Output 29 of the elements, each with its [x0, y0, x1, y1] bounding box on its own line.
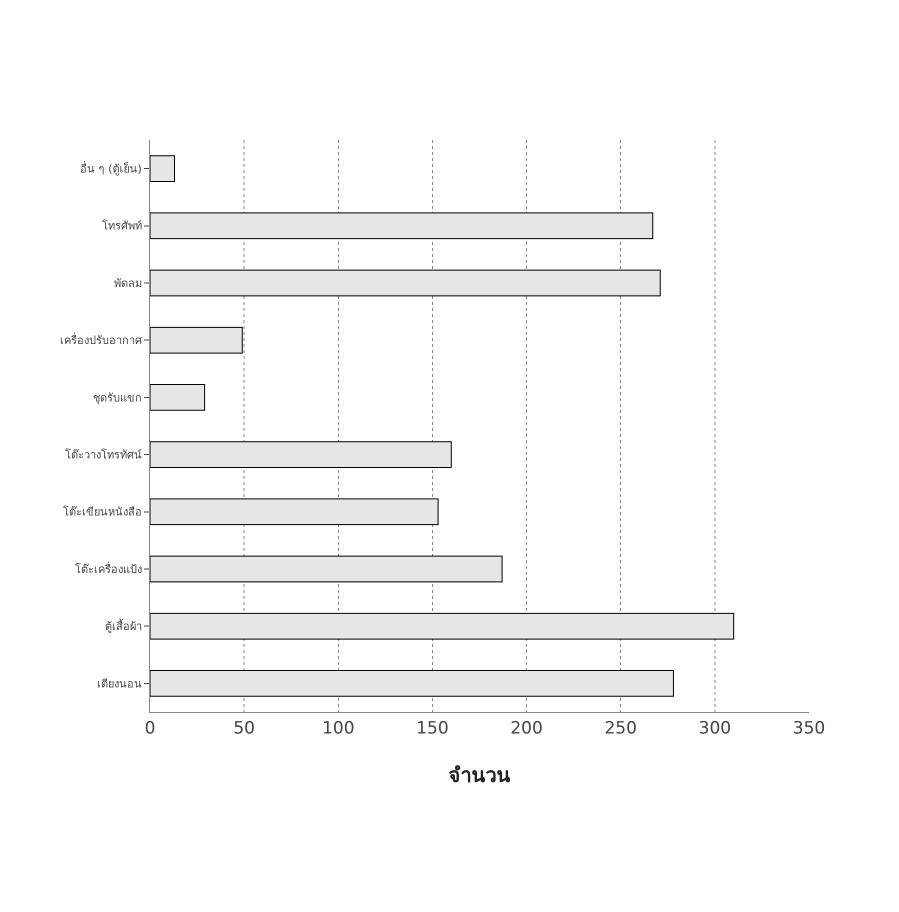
- x-tick-label: 150: [416, 718, 449, 738]
- bar: [150, 612, 734, 640]
- y-tick-label: เครื่องปรับอากาศ: [60, 332, 142, 348]
- y-tick-label: โต๊ะวางโทรทัศน์: [64, 447, 142, 462]
- x-tick-label: 0: [144, 718, 156, 738]
- bar: [150, 498, 439, 526]
- y-tick-label: โต๊ะเครื่องแป้ง: [74, 560, 142, 576]
- bar: [150, 326, 243, 354]
- y-tick-label: โทรศัพท์: [102, 218, 142, 233]
- y-tick-label: อื่น ๆ (ตู้เย็น): [80, 160, 142, 176]
- x-axis-title: จำนวน: [448, 762, 510, 787]
- bar: [150, 155, 175, 182]
- y-tick-label: โต๊ะเขียนหนังสือ: [62, 504, 142, 519]
- bar: [150, 441, 452, 468]
- bar: [150, 670, 674, 697]
- y-tick-label: พัดลม: [114, 276, 142, 290]
- x-tick-label: 300: [698, 718, 732, 738]
- bar: [150, 212, 654, 240]
- y-tick-label: ชุดรับแขก: [92, 391, 142, 404]
- x-tick-label: 100: [322, 718, 355, 738]
- x-tick-label: 350: [792, 718, 826, 738]
- y-tick-label: ตู้เสื้อผ้า: [104, 618, 142, 634]
- bar: [150, 270, 661, 296]
- x-tick-label: 50: [233, 718, 255, 738]
- x-tick-label: 250: [604, 718, 637, 738]
- x-tick-label: 200: [510, 718, 543, 738]
- y-tick-label: เตียงนอน: [96, 677, 142, 690]
- bar: [150, 556, 503, 582]
- bar: [150, 384, 206, 411]
